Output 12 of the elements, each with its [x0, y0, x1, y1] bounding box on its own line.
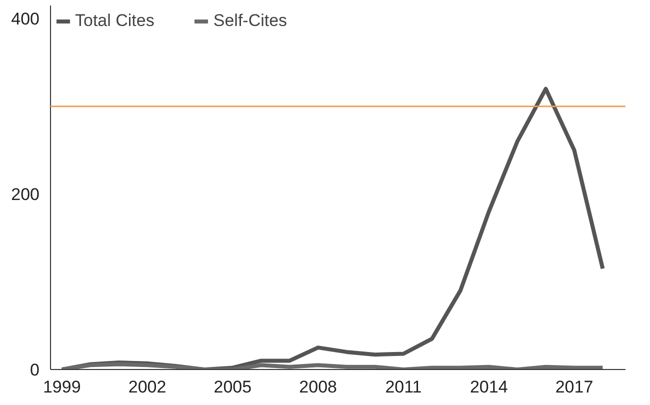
legend-label: Self-Cites: [213, 11, 288, 31]
y-tick-label: 200: [11, 185, 40, 204]
x-tick-label: 2017: [555, 378, 594, 396]
x-tick-label: 2014: [470, 378, 508, 396]
y-tick-label: 400: [11, 10, 40, 29]
legend-label: Total Cites: [75, 11, 154, 31]
x-tick-label: 2005: [214, 378, 252, 396]
x-tick-label: 2008: [299, 378, 337, 396]
x-tick-label: 1999: [42, 378, 81, 396]
x-tick-label: 2011: [385, 378, 422, 396]
y-tick-label: 0: [30, 360, 40, 380]
x-tick-label: 2002: [128, 378, 166, 396]
